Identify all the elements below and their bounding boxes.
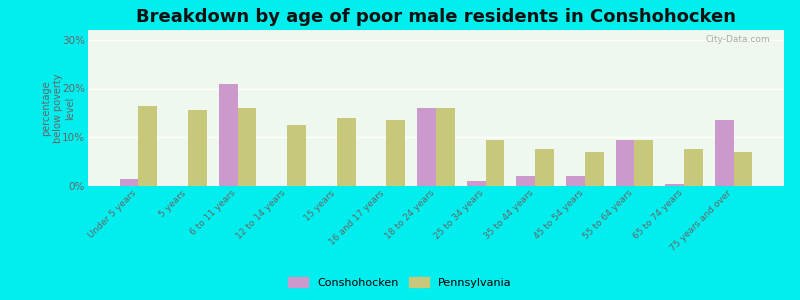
Bar <box>516 176 535 186</box>
Bar <box>219 84 238 186</box>
Bar <box>337 118 356 186</box>
Legend: Conshohocken, Pennsylvania: Conshohocken, Pennsylvania <box>285 274 515 291</box>
Bar <box>120 179 138 186</box>
Bar <box>684 149 702 186</box>
Bar <box>566 176 585 186</box>
Bar <box>188 110 207 186</box>
Bar <box>665 184 684 186</box>
Text: City-Data.com: City-Data.com <box>706 35 770 44</box>
Bar <box>734 152 752 186</box>
Bar <box>417 108 436 186</box>
Bar <box>535 149 554 186</box>
Bar <box>287 125 306 186</box>
Bar <box>615 140 634 186</box>
Bar <box>585 152 604 186</box>
Bar <box>138 106 158 186</box>
Bar <box>714 120 734 186</box>
Bar <box>436 108 455 186</box>
Bar <box>486 140 505 186</box>
Y-axis label: percentage
below poverty
level: percentage below poverty level <box>42 73 74 143</box>
Bar <box>386 120 406 186</box>
Bar <box>634 140 653 186</box>
Title: Breakdown by age of poor male residents in Conshohocken: Breakdown by age of poor male residents … <box>136 8 736 26</box>
Bar <box>238 108 257 186</box>
Bar <box>466 181 486 186</box>
